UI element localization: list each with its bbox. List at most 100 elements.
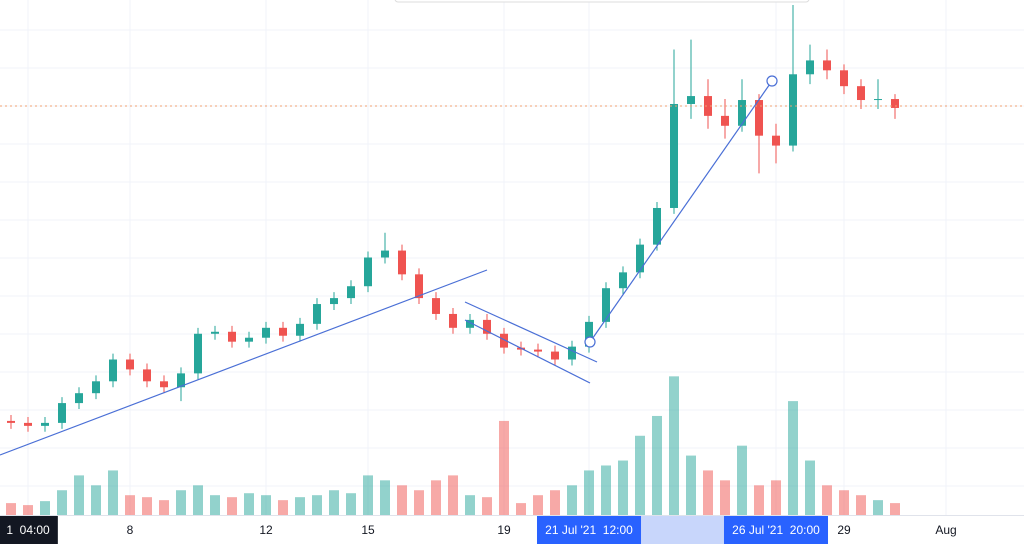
candle-body xyxy=(109,359,117,382)
volume-bar xyxy=(414,490,424,515)
volume-bar xyxy=(23,505,33,515)
candle-body xyxy=(670,103,678,208)
candle-body xyxy=(177,373,185,388)
volume-bar xyxy=(125,495,135,515)
channel-line[interactable] xyxy=(464,301,598,363)
volume-bar xyxy=(635,435,645,515)
volume-bar xyxy=(244,493,254,515)
candle-body xyxy=(296,323,304,336)
volume-bar xyxy=(6,503,16,515)
crosshair-label-bg xyxy=(0,516,58,544)
candle-layer xyxy=(7,4,899,432)
volume-bar xyxy=(57,490,67,515)
volume-bar xyxy=(91,485,101,515)
volume-bar xyxy=(210,495,220,515)
volume-bar xyxy=(227,497,237,515)
volume-bar xyxy=(176,490,186,515)
volume-bar xyxy=(108,470,118,515)
selection-range xyxy=(641,516,724,544)
volume-bar xyxy=(380,480,390,515)
candle-body xyxy=(92,381,100,394)
trend-line[interactable] xyxy=(0,269,488,456)
candle-body xyxy=(687,96,695,104)
volume-bar xyxy=(618,460,628,515)
x-tick-label: 21 Jul '21 12:00 xyxy=(545,523,633,537)
drawings[interactable] xyxy=(0,75,778,456)
volume-bar xyxy=(890,503,900,515)
candle-body xyxy=(381,250,389,258)
candle-body xyxy=(704,96,712,116)
candle-body xyxy=(840,70,848,87)
volume-bar xyxy=(839,490,849,515)
candle-body xyxy=(41,422,49,426)
volume-bar xyxy=(159,500,169,515)
candle-body xyxy=(721,115,729,126)
volume-bar xyxy=(754,485,764,515)
volume-bar xyxy=(686,455,696,515)
volume-bar xyxy=(278,500,288,515)
volume-bar xyxy=(805,460,815,515)
volume-bar xyxy=(312,495,322,515)
candle-body xyxy=(432,298,440,314)
volume-bar xyxy=(482,497,492,515)
volume-bar xyxy=(193,485,203,515)
volume-bar xyxy=(142,497,152,515)
x-tick-label: 12 xyxy=(259,523,273,537)
volume-bar xyxy=(295,497,305,515)
volume-bar xyxy=(822,485,832,515)
volume-bar xyxy=(499,420,509,515)
volume-bar xyxy=(397,485,407,515)
time-axis-labels: 1 04:00 8 12 15 19 21 Jul '21 12:00 26 Jul '21… xyxy=(0,516,957,544)
volume-bar xyxy=(669,376,679,515)
handle[interactable] xyxy=(584,336,596,348)
candle-body xyxy=(891,99,899,108)
volume-bar xyxy=(329,490,339,515)
candle-body xyxy=(262,327,270,338)
candle-body xyxy=(398,250,406,275)
candle-body xyxy=(585,321,593,347)
volume-bar xyxy=(363,475,373,515)
trend-line[interactable] xyxy=(589,80,773,343)
candle-body xyxy=(755,100,763,136)
candle-body xyxy=(126,359,134,370)
candle-body xyxy=(602,288,610,322)
volume-bar xyxy=(737,445,747,515)
candle-body xyxy=(245,337,253,342)
volume-bar xyxy=(448,475,458,515)
x-tick-label: 15 xyxy=(361,523,375,537)
candle-body xyxy=(279,327,287,336)
x-tick-label: 26 Jul '21 20:00 xyxy=(732,523,820,537)
candle-body xyxy=(58,403,66,423)
candle-body xyxy=(313,304,321,324)
x-tick-label: 19 xyxy=(497,523,511,537)
channel-line[interactable] xyxy=(464,319,591,384)
volume-bar xyxy=(40,501,50,515)
candle-body xyxy=(653,207,661,245)
volume-bar xyxy=(584,470,594,515)
candle-body xyxy=(330,298,338,305)
x-tick-label: 1 04:00 xyxy=(6,523,50,537)
candle-body xyxy=(466,319,474,328)
candle-body xyxy=(211,331,219,334)
candle-body xyxy=(806,60,814,75)
volume-bar xyxy=(788,401,798,515)
handle[interactable] xyxy=(766,75,778,87)
volume-bar xyxy=(465,495,475,515)
candle-body xyxy=(7,420,15,423)
candle-body xyxy=(483,319,491,334)
volume-bar xyxy=(873,500,883,515)
candle-body xyxy=(738,100,746,126)
volume-bar xyxy=(431,480,441,515)
volume-bar xyxy=(516,503,526,515)
candle-body xyxy=(347,286,355,299)
candle-body xyxy=(500,333,508,348)
candle-body xyxy=(874,99,882,101)
volume-bar xyxy=(346,493,356,515)
crosshair-label-bg xyxy=(536,516,642,544)
candle-body xyxy=(551,351,559,360)
x-tick-label: 29 xyxy=(837,523,851,537)
crosshair-label-bg xyxy=(723,516,829,544)
candle-body xyxy=(160,381,168,388)
